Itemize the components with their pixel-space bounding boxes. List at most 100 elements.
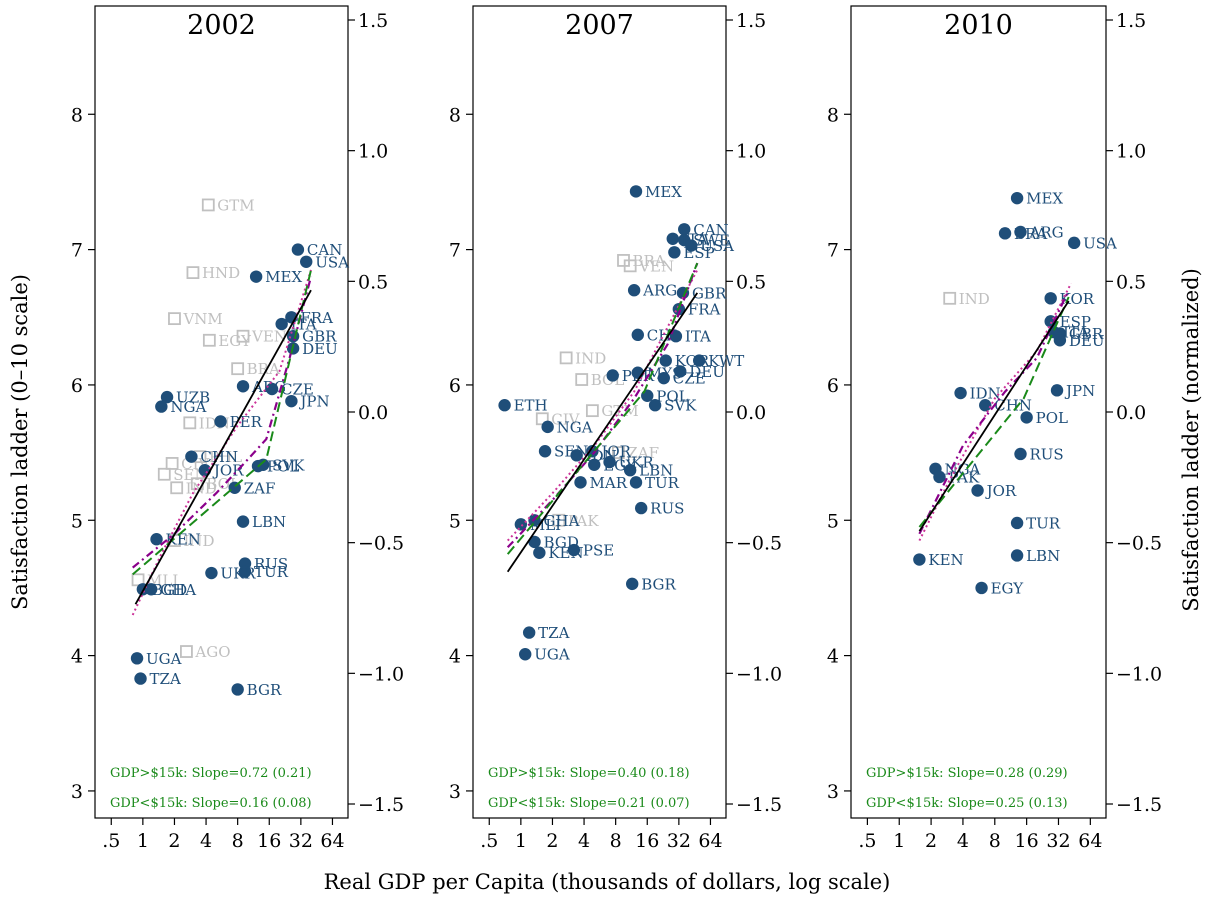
x-tick-label: 8 [989,830,1001,852]
point-label: VEN [251,328,287,346]
point-marker-jor [971,484,984,497]
lowess-line [918,289,1070,535]
point-marker-esp [668,246,681,259]
panel-title: 2002 [187,10,256,41]
point-marker-pol [1020,411,1033,424]
point-marker-lbn [623,463,637,477]
point-marker-kor [1044,292,1057,305]
point-marker-gtm [201,198,215,212]
point-marker-arg [1014,225,1027,239]
point-label: IND [183,532,214,550]
panel-title: 2010 [944,10,1013,41]
x-tick-label: 64 [698,830,722,852]
point-label: DEU [689,363,725,381]
piecewise-fit-line [918,296,1070,528]
slope-note: GDP<$15k: Slope=0.21 (0.07) [488,796,690,811]
point-marker-egy [202,333,216,347]
y2-tick-label: 1.5 [736,10,766,32]
point-marker-idn [954,386,967,400]
x-tick-label: 1 [137,830,149,852]
point-label: MEX [645,183,682,201]
point-label: FRA [688,301,721,319]
x-tick-label: 4 [957,830,969,852]
y-tick-label: 5 [449,510,461,532]
point-label: DEU [302,340,338,358]
x-tick-label: 8 [232,830,244,852]
point-marker-bol [575,373,589,386]
point-marker-svk [648,399,662,412]
point-marker-ken [913,553,926,566]
point-label: RUS [254,555,288,573]
y-tick-label: 4 [827,646,839,668]
x-tick-label: 2 [925,830,937,852]
point-marker-civ [165,457,179,470]
point-label: MEX [1026,190,1063,208]
y2-tick-label: 0.5 [1116,271,1146,293]
point-label: FRA [300,309,333,327]
point-marker-zaf [612,446,625,460]
point-marker-chn [979,399,992,412]
point-label: USA [700,237,734,255]
slope-note: GDP<$15k: Slope=0.16 (0.08) [110,796,312,811]
point-label: IND [959,290,990,308]
point-marker-uga [519,648,532,661]
point-label: TZA [150,670,181,688]
x-tick-label: 32 [1046,830,1070,852]
point-marker-gtm [585,404,599,418]
lowess-line [132,276,313,569]
y-tick-label: 8 [71,104,83,126]
point-marker-ukr [205,566,218,580]
point-marker-kwt [693,354,706,367]
point-label: IDN [970,385,1001,403]
point-label: USA [1083,234,1117,252]
y-tick-label: 7 [827,240,839,262]
point-label: KOR [1060,290,1095,308]
dotted-fit-line [131,269,312,616]
point-marker-usa [685,239,698,252]
point-label: RUS [650,500,684,518]
x-tick-label: 16 [635,830,659,852]
point-label: TZA [538,624,569,642]
point-label: PAK [568,512,600,530]
point-label: JPN [298,393,329,411]
point-marker-can [291,243,305,256]
point-label: DEU [1069,332,1105,350]
y2-tick-label: −0.5 [736,533,782,555]
point-marker-nga [155,400,168,413]
point-marker-kor [659,354,672,367]
point-marker-tur [629,476,643,489]
point-marker-ita [275,317,288,331]
point-marker-hnd [186,266,200,280]
point-marker-pol [641,389,654,402]
piecewise-fit-line [506,262,699,555]
point-label: CHN [200,448,238,466]
x-tick-label: 4 [200,830,212,852]
y2-tick-label: 1.0 [736,141,766,163]
point-label: BGR [247,681,282,699]
point-label: POL [656,387,688,405]
point-label: MEX [265,268,302,286]
x-tick-label: 64 [1078,830,1102,852]
point-marker-jor [198,463,212,477]
point-marker-ita [666,232,679,245]
y2-tick-label: −1.0 [1116,663,1162,685]
point-marker-ken [150,533,163,546]
point-marker-usa [1067,236,1081,250]
point-label: EGY [218,332,252,350]
point-marker-mli [131,573,145,587]
point-marker-vnm [168,312,181,326]
point-marker-bgr [626,577,639,591]
point-marker-tur [238,565,252,578]
slope-note: GDP>$15k: Slope=0.40 (0.18) [488,766,690,781]
point-marker-ven [236,329,250,343]
point-label: SVK [664,397,697,415]
x-tick-label: 2 [546,830,558,852]
point-label: JOR [212,462,244,480]
point-label: LBN [639,462,673,480]
y2-tick-label: 0.0 [1116,402,1146,424]
y-tick-label: 5 [71,510,83,532]
point-marker-per [214,415,227,428]
point-label: UZB [176,389,210,407]
